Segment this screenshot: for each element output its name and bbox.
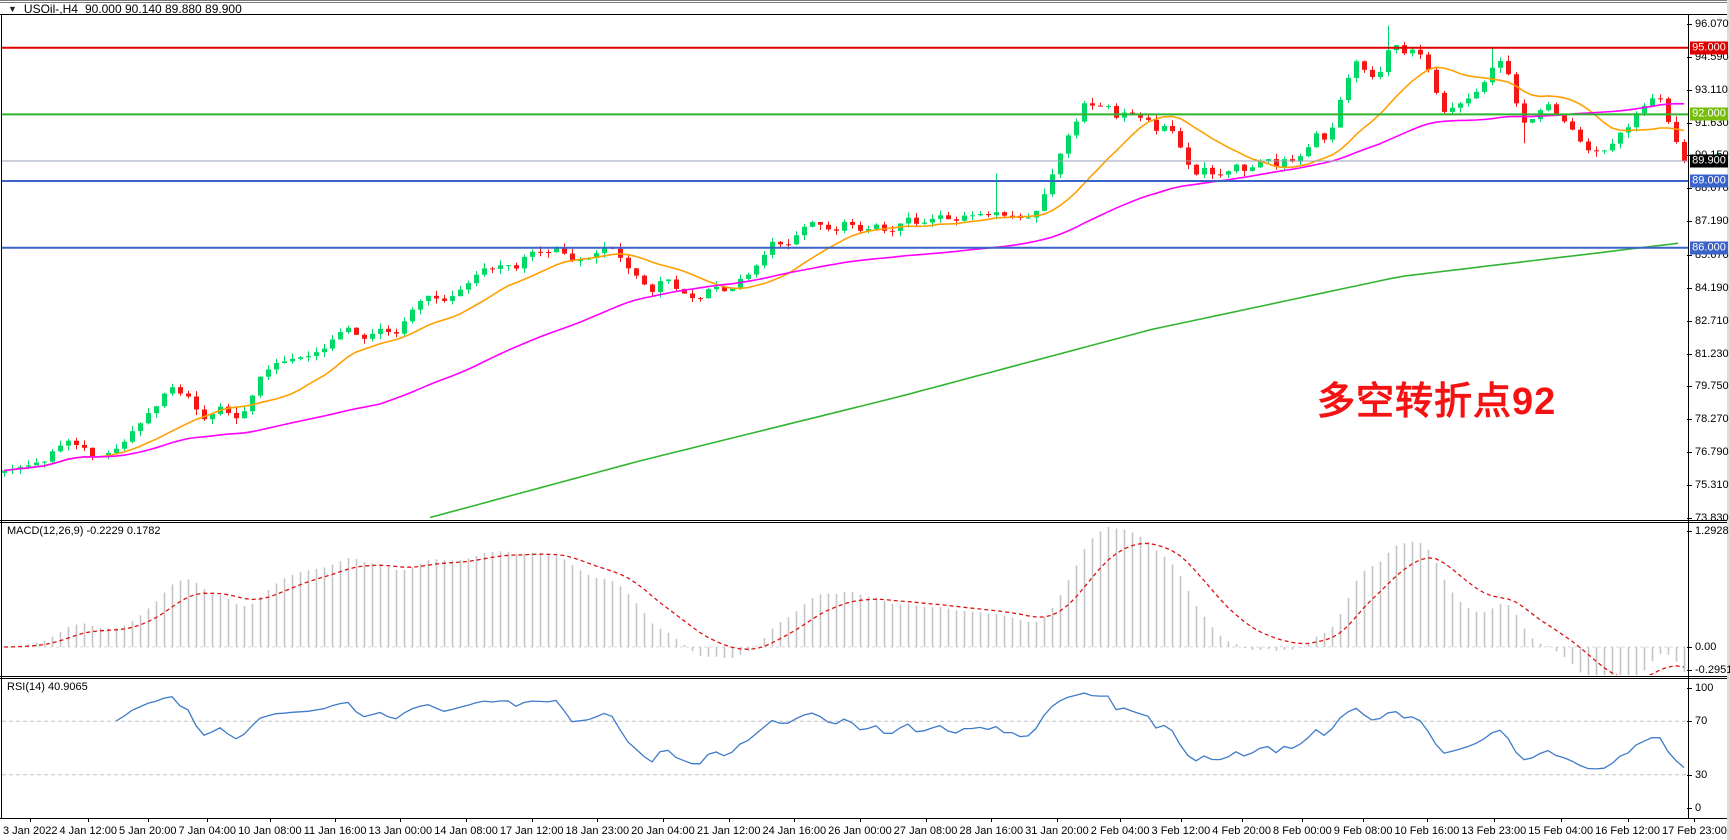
time-axis-label: 14 Jan 08:00 [434,819,498,837]
time-axis-label: 21 Jan 12:00 [697,819,760,837]
ma-slow-line [429,242,1679,519]
macd-panel [2,527,1688,675]
rsi-axis-label: 100 [1686,682,1714,694]
price-badge-92.000: 92.000 [1690,107,1728,121]
time-axis-label: 9 Feb 08:00 [1334,819,1392,837]
time-axis-label: 24 Jan 16:00 [762,819,826,837]
price-badge-86.000: 86.000 [1690,241,1728,255]
price-axis-label: 76.790 [1687,446,1729,459]
symbol-title: USOil-,H4 [23,1,78,16]
price-axis-label: 79.750 [1687,380,1729,393]
candles-layer [2,25,1687,519]
price-badge-89.000: 89.000 [1690,174,1728,188]
time-axis-label: 2 Feb 04:00 [1091,819,1149,837]
macd-axis-label: -0.2951 [1686,664,1730,676]
time-axis-label: 4 Jan 12:00 [59,819,117,837]
chart-text-annotation[interactable]: 多空转折点92 [1317,381,1557,423]
time-axis-label: 20 Jan 04:00 [631,819,695,837]
price-axis-label: 82.710 [1687,314,1729,327]
time-axis-label: 16 Feb 12:00 [1595,819,1660,837]
price-axis-label: 87.190 [1687,215,1729,228]
rsi-axis-label: 70 [1686,715,1708,728]
time-axis-label: 4 Feb 20:00 [1212,819,1271,837]
chart-title-bar: ▼ USOil-,H4 90.000 90.140 89.880 89.900 [8,1,242,16]
time-axis: 3 Jan 2022 4 Jan 12:00 5 Jan 20:00 7 Jan 04… [3,819,1727,837]
price-axis-label: 96.070 [1687,18,1729,30]
time-axis-label: 18 Jan 23:00 [566,819,629,837]
price-axis-label: 84.190 [1687,281,1729,294]
ma-mid-line [3,102,1685,472]
time-axis-label: 31 Jan 20:00 [1025,819,1089,837]
ohlc-values: 90.000 90.140 89.880 89.900 [84,1,242,16]
window-edge-strip [1727,0,1730,840]
price-badge-89.900: 89.900 [1690,154,1728,168]
price-badge-95.000: 95.000 [1690,41,1728,55]
rsi-axis-label: 30 [1686,768,1708,781]
panel-frame [0,14,1730,819]
time-axis-label: 26 Jan 00:00 [828,819,892,837]
macd-axis-label: 1.2928 [1687,525,1729,537]
price-axis-label: 81.230 [1687,347,1729,360]
time-axis-label: 8 Feb 00:00 [1273,819,1332,837]
time-axis-label: 10 Jan 08:00 [238,819,302,837]
time-axis-label: 5 Jan 20:00 [119,819,177,837]
time-axis-label: 27 Jan 08:00 [894,819,957,837]
rsi-indicator-label: RSI(14) 40.9065 [7,681,88,693]
time-axis-label: 11 Jan 16:00 [304,819,367,837]
price-axis-label: 78.270 [1687,413,1729,426]
time-axis-label: 17 Feb 23:00 [1662,819,1727,837]
macd-signal-line [3,542,1685,675]
rsi-line [115,692,1685,770]
rsi-axis-label: 0 [1686,802,1702,814]
ma-fast-line [3,66,1685,472]
price-axis-label: 75.310 [1687,479,1729,492]
time-axis-label: 28 Jan 16:00 [959,819,1023,837]
rsi-panel [2,692,1688,776]
price-axis-label: 73.830 [1687,511,1729,524]
macd-indicator-label: MACD(12,26,9) -0.2229 0.1782 [7,525,161,537]
time-axis-label: 15 Feb 04:00 [1528,819,1593,837]
symbol-dropdown-icon[interactable]: ▼ [8,3,17,14]
time-axis-label: 13 Jan 00:00 [369,819,432,837]
time-axis-label: 10 Feb 16:00 [1395,819,1459,837]
time-axis-label: 3 Jan 2022 [3,819,57,837]
time-axis-label: 17 Jan 12:00 [500,819,563,837]
time-axis-label: 3 Feb 12:00 [1152,819,1210,837]
time-axis-label: 13 Feb 23:00 [1461,819,1526,837]
time-axis-label: 7 Jan 04:00 [179,819,236,837]
price-axis-label: 93.110 [1687,83,1728,96]
macd-axis-label: 0.00 [1686,641,1717,653]
